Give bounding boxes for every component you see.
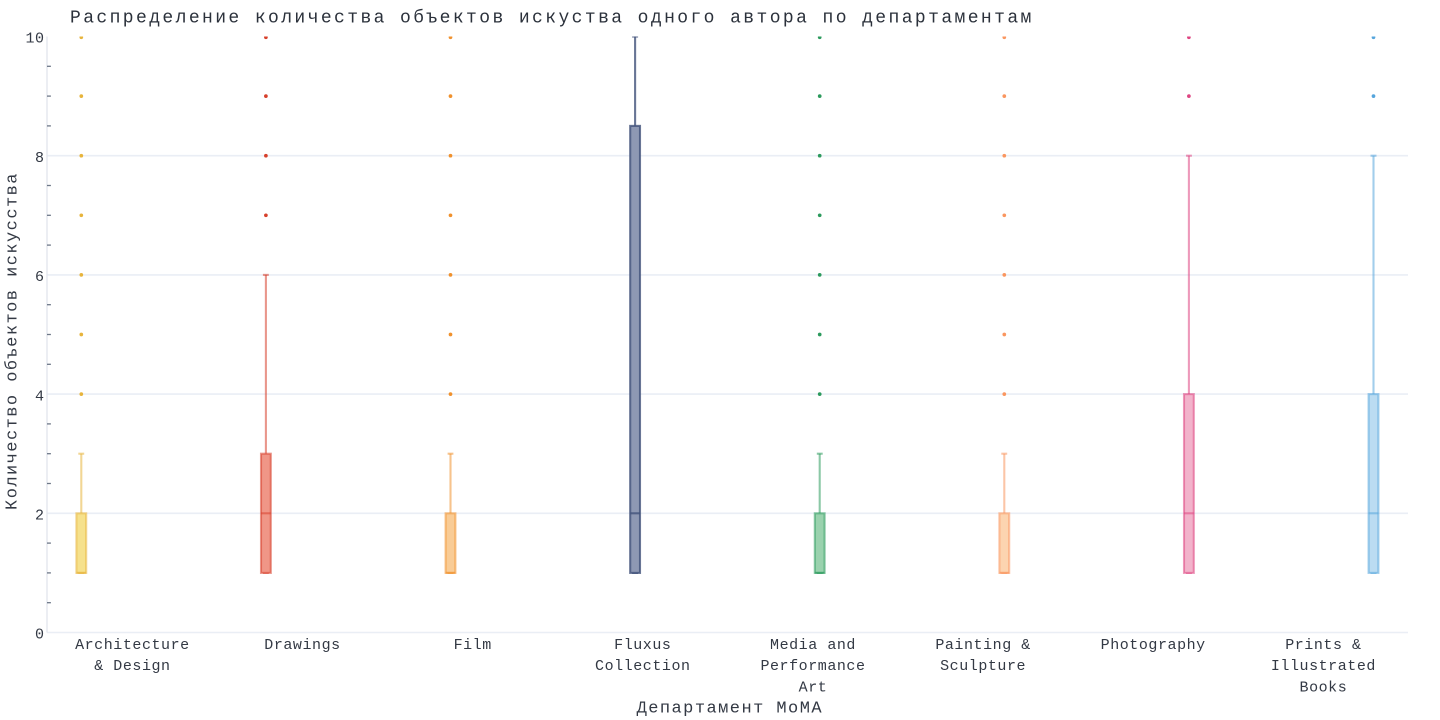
svg-text:Architecture: Architecture xyxy=(75,637,190,654)
svg-text:6: 6 xyxy=(35,269,45,286)
svg-text:Распределение количества объек: Распределение количества объектов искуст… xyxy=(70,8,1034,29)
svg-text:Photography: Photography xyxy=(1101,637,1206,654)
svg-text:Art: Art xyxy=(799,680,828,697)
svg-text:4: 4 xyxy=(35,388,45,405)
svg-text:Количество объектов искусства: Количество объектов искусства xyxy=(4,172,23,510)
svg-text:8: 8 xyxy=(35,150,45,167)
svg-text:Media and: Media and xyxy=(770,637,856,654)
svg-text:Painting &: Painting & xyxy=(935,637,1031,654)
svg-text:Collection: Collection xyxy=(595,658,691,675)
svg-text:Департамент MoMA: Департамент MoMA xyxy=(637,699,823,718)
svg-text:Prints &: Prints & xyxy=(1285,637,1361,654)
svg-text:Illustrated: Illustrated xyxy=(1271,658,1376,675)
svg-text:& Design: & Design xyxy=(94,658,170,675)
svg-text:Books: Books xyxy=(1300,680,1348,697)
svg-text:Performance: Performance xyxy=(760,658,865,675)
svg-text:2: 2 xyxy=(35,508,45,525)
svg-text:Film: Film xyxy=(454,637,492,654)
svg-text:Drawings: Drawings xyxy=(264,637,340,654)
svg-text:0: 0 xyxy=(35,627,45,644)
svg-text:Fluxus: Fluxus xyxy=(614,637,671,654)
svg-text:10: 10 xyxy=(25,31,44,48)
svg-text:Sculpture: Sculpture xyxy=(940,658,1026,675)
